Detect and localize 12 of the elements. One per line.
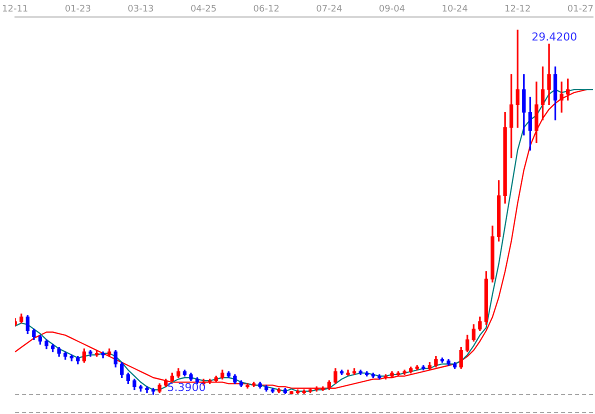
x-tick-label: 12-11 [2,4,28,15]
annotation: 5.3900 [167,380,206,394]
x-tick-label: 12-12 [504,4,531,15]
x-tick-label: 01-27 [567,4,594,15]
x-tick-label: 09-04 [378,4,406,15]
x-tick-label: 06-12 [253,4,280,15]
x-tick-label: 10-24 [442,4,468,15]
x-tick-label: 04-25 [190,4,217,15]
x-tick-label: 03-13 [128,4,154,15]
x-tick-label: 07-24 [316,4,343,15]
annotation: 29.4200 [532,30,578,44]
x-tick-label: 01-23 [64,4,91,15]
